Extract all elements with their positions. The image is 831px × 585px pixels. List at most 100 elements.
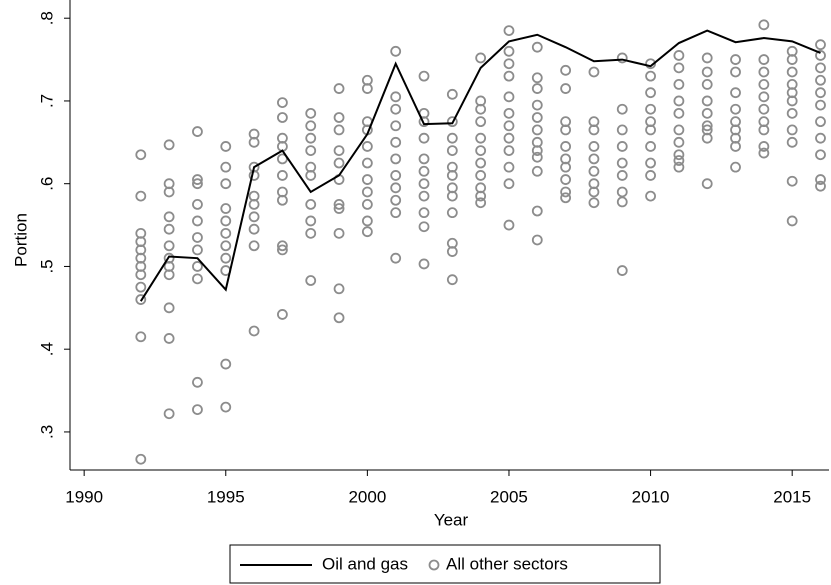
- scatter-point: [560, 186, 572, 198]
- scatter-point: [446, 190, 458, 202]
- scatter-point: [446, 88, 458, 100]
- scatter-point: [446, 170, 458, 181]
- scatter-point: [446, 246, 458, 257]
- scatter-point: [333, 283, 345, 295]
- scatter-point: [560, 124, 572, 136]
- scatter-point: [588, 165, 600, 177]
- scatter-point: [446, 274, 458, 286]
- scatter-point: [815, 50, 826, 61]
- scatter-point: [531, 112, 543, 123]
- scatter-point: [531, 165, 543, 177]
- scatter-point: [248, 325, 260, 337]
- scatter-point: [673, 149, 685, 161]
- scatter-point: [248, 198, 260, 210]
- scatter-point: [361, 198, 373, 210]
- scatter-point: [192, 215, 203, 227]
- scatter-point: [446, 116, 458, 128]
- scatter-point: [758, 79, 770, 90]
- scatter-point: [418, 132, 430, 144]
- scatter-point: [305, 132, 317, 144]
- scatter-point: [815, 62, 826, 74]
- scatter-point: [503, 58, 515, 70]
- scatter-point: [390, 120, 402, 132]
- scatter-point: [361, 157, 373, 169]
- scatter-point: [645, 70, 656, 82]
- scatter-point: [220, 161, 232, 173]
- scatter-point: [192, 198, 203, 210]
- scatter-point: [588, 197, 600, 209]
- scatter-point: [220, 203, 232, 214]
- scatter-point: [786, 124, 798, 136]
- scatter-point: [361, 141, 373, 152]
- scatter-point: [333, 157, 345, 169]
- scatter-point: [418, 190, 430, 202]
- legend-box: [229, 544, 661, 584]
- scatter-point: [673, 62, 685, 74]
- scatter-point: [163, 302, 175, 314]
- scatter-point: [192, 174, 203, 185]
- scatter-point: [333, 83, 345, 94]
- scatter-point: [588, 186, 600, 198]
- scatter-point: [248, 211, 260, 223]
- scatter-point: [135, 149, 147, 161]
- scatter-point: [701, 52, 713, 64]
- scatter-point: [616, 170, 628, 181]
- scatter-point: [616, 196, 628, 208]
- legend-marker: [428, 559, 440, 571]
- scatter-point: [192, 178, 203, 190]
- scatter-point: [673, 79, 685, 90]
- scatter-point: [220, 401, 232, 413]
- scatter-point: [135, 331, 147, 343]
- scatter-point: [333, 124, 345, 136]
- scatter-point: [305, 215, 317, 227]
- scatter-point: [418, 258, 430, 270]
- scatter-point: [135, 281, 147, 293]
- scatter-point: [560, 174, 572, 185]
- scatter-point: [673, 161, 685, 173]
- scatter-point: [192, 126, 203, 137]
- scatter-point: [135, 190, 147, 202]
- scatter-point: [616, 103, 628, 115]
- scatter-point: [758, 124, 770, 136]
- scatter-point: [475, 103, 487, 115]
- scatter-point: [701, 79, 713, 90]
- scatter-point: [305, 227, 317, 239]
- legend-label: Oil and gas: [322, 554, 408, 573]
- scatter-point: [815, 180, 826, 192]
- scatter-point: [560, 161, 572, 173]
- scatter-point: [135, 453, 147, 465]
- x-tick-label: 2010: [632, 487, 670, 506]
- scatter-point: [673, 136, 685, 148]
- scatter-point: [277, 244, 288, 256]
- scatter-point: [786, 95, 798, 107]
- scatter-point: [333, 227, 345, 239]
- scatter-point: [815, 149, 826, 161]
- scatter-point: [645, 190, 656, 202]
- scatter-point: [390, 207, 402, 219]
- scatter-point: [192, 244, 203, 256]
- scatter-point: [163, 269, 175, 281]
- scatter-point: [418, 70, 430, 82]
- scatter-point: [390, 194, 402, 206]
- scatter-point: [475, 132, 487, 144]
- scatter-point: [390, 136, 402, 148]
- legend-label: All other sectors: [446, 554, 568, 573]
- scatter-point: [163, 186, 175, 198]
- scatter-point: [645, 87, 656, 99]
- scatter-point: [277, 112, 288, 123]
- scatter-point: [503, 120, 515, 132]
- scatter-point: [305, 107, 317, 119]
- scatter-point: [163, 408, 175, 420]
- scatter-point: [531, 72, 543, 84]
- scatter-point: [192, 376, 203, 388]
- scatter-point: [815, 174, 826, 185]
- scatter-point: [786, 54, 798, 65]
- scatter-point: [673, 107, 685, 119]
- scatter-point: [163, 223, 175, 235]
- scatter-point: [390, 45, 402, 57]
- scatter-point: [333, 145, 345, 156]
- scatter-point: [560, 141, 572, 152]
- scatter-point: [277, 97, 288, 109]
- x-tick-label: 2015: [773, 487, 811, 506]
- scatter-point: [503, 70, 515, 82]
